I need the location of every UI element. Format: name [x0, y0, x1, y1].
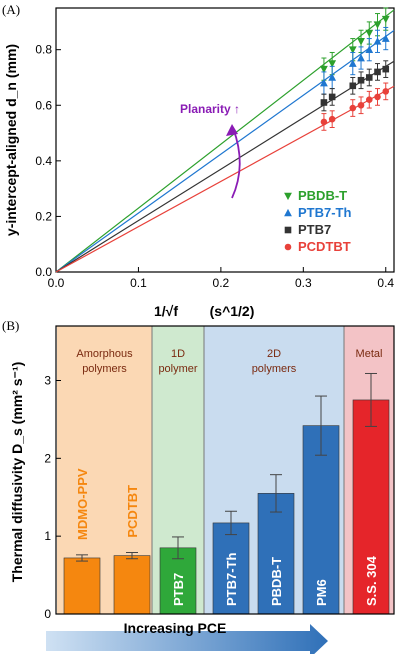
legend-label-PCDTBT: PCDTBT [298, 239, 351, 254]
x-tick-label-0: 0.0 [48, 276, 65, 290]
bar-MDMO-PPV [63, 557, 101, 615]
bar-label-0: MDMO-PPV [75, 468, 90, 540]
b-y-tick-label-1: 1 [44, 529, 51, 543]
panel-a: (A) 0.0 0.1 0.2 0.3 0.4 0.0 0.2 0.4 0.6 0.8 Planar… [2, 2, 395, 319]
group-label-1-1: polymer [158, 363, 197, 375]
panel-b-y-axis-label: Thermal diffusivity D_s (mm² s⁻¹) [9, 362, 25, 583]
b-y-tick-label-3: 3 [44, 373, 51, 387]
panel-a-y-axis-label: y-intercept-aligned d_n (mm) [3, 44, 19, 236]
bar-S.S. 304 [352, 399, 390, 615]
fit-line-PBDB-T [55, 9, 395, 273]
x-tick-label-3: 0.3 [295, 276, 312, 290]
panel-a-legend: PBDB-T PTB7-Th PTB7 PCDTBT [284, 188, 352, 254]
y-tick-label-0: 0.0 [35, 265, 52, 279]
data-point [357, 38, 365, 46]
data-point [348, 46, 357, 54]
bar-label-1: PCDTBT [125, 485, 140, 538]
legend-label-PBDB-T: PBDB-T [298, 188, 347, 203]
group-label-1-0: 1D [171, 348, 185, 360]
bar-label-2: PTB7 [171, 573, 186, 606]
fit-line-PCDTBT [55, 85, 395, 273]
bar-label-3: PTB7-Th [224, 553, 239, 607]
x-tick-label-4: 0.4 [377, 276, 394, 290]
fit-line-PTB7-Th [55, 29, 395, 273]
data-point [320, 65, 328, 74]
series-PCDTBT [55, 82, 395, 273]
data-point [349, 104, 357, 112]
bar-PCDTBT [113, 555, 151, 615]
panel-b-plot-area: Amorphous polymers 1D polymer 2D polymers Meta… [44, 325, 395, 621]
bar-label-5: PM6 [314, 579, 329, 606]
data-point [320, 118, 328, 126]
series-PTB7-Th [55, 26, 395, 273]
data-point [357, 53, 365, 62]
data-point [374, 93, 381, 101]
data-point [328, 115, 336, 123]
legend-label-PTB7-Th: PTB7-Th [298, 205, 352, 220]
planarity-arrow [231, 127, 241, 199]
legend-marker-PCDTBT [284, 243, 292, 251]
data-point [348, 59, 357, 67]
data-point [382, 65, 390, 73]
fit-line-PTB7 [55, 60, 395, 273]
legend-marker-PTB7 [284, 226, 292, 234]
bar-label-4: PBDB-T [269, 557, 284, 606]
data-point [328, 93, 336, 101]
data-point [365, 45, 374, 53]
series-PTB7 [55, 60, 395, 273]
data-point [320, 78, 328, 87]
group-label-0-1: polymers [82, 363, 127, 375]
data-point [328, 73, 337, 81]
b-y-tick-label-2: 2 [44, 451, 51, 465]
group-label-0-0: Amorphous [76, 348, 133, 360]
bar-PM6 [302, 425, 340, 615]
b-y-tick-label-0: 0 [44, 607, 51, 621]
group-label-2-1: polymers [252, 363, 297, 375]
panel-b-label: (B) [2, 318, 19, 333]
data-point [373, 37, 382, 45]
data-point [381, 15, 390, 24]
data-point [365, 96, 373, 104]
data-point [381, 34, 390, 42]
increasing-pce-label: Increasing PCE [124, 620, 227, 636]
bar-label-6: S.S. 304 [364, 555, 379, 606]
y-tick-label-1: 0.2 [35, 209, 52, 223]
data-point [357, 76, 365, 84]
data-point [365, 29, 374, 38]
data-point [374, 68, 381, 76]
y-tick-label-2: 0.4 [35, 154, 52, 168]
planarity-annotation: Planarity ↑ [180, 102, 241, 199]
x-tick-label-1: 0.1 [130, 276, 147, 290]
increasing-pce-arrow: Increasing PCE [46, 620, 328, 654]
planarity-arrow-head [226, 124, 238, 136]
data-point [373, 21, 382, 29]
data-point [320, 99, 328, 106]
data-point [357, 101, 365, 109]
panel-b-frame [55, 325, 395, 615]
data-point [328, 60, 337, 68]
x-tick-label-2: 0.2 [213, 276, 230, 290]
y-tick-label-4: 0.8 [35, 43, 52, 57]
panel-a-plot-area: 0.0 0.1 0.2 0.3 0.4 0.0 0.2 0.4 0.6 0.8 Planarity … [35, 7, 395, 290]
group-label-2-0: 2D [267, 348, 281, 360]
legend-marker-PTB7-Th [284, 208, 292, 217]
panel-a-x-axis-label: 1/√f [154, 303, 178, 319]
bar-PTB7-Th [212, 522, 250, 615]
series-PBDB-T [55, 7, 395, 273]
panel-a-x-axis-unit: (s^1/2) [210, 303, 255, 319]
panel-a-frame [55, 7, 395, 273]
group-label-3-0: Metal [356, 348, 383, 360]
data-point [365, 74, 373, 81]
legend-label-PTB7: PTB7 [298, 222, 331, 237]
planarity-label: Planarity ↑ [180, 102, 240, 116]
legend-marker-PBDB-T [284, 192, 292, 201]
panel-b: (B) Amorphous polymers 1D polymer 2D polymers… [2, 318, 395, 654]
data-point [382, 88, 390, 95]
data-point [349, 82, 357, 90]
panel-a-label: (A) [2, 2, 20, 17]
y-tick-label-3: 0.6 [35, 98, 52, 112]
